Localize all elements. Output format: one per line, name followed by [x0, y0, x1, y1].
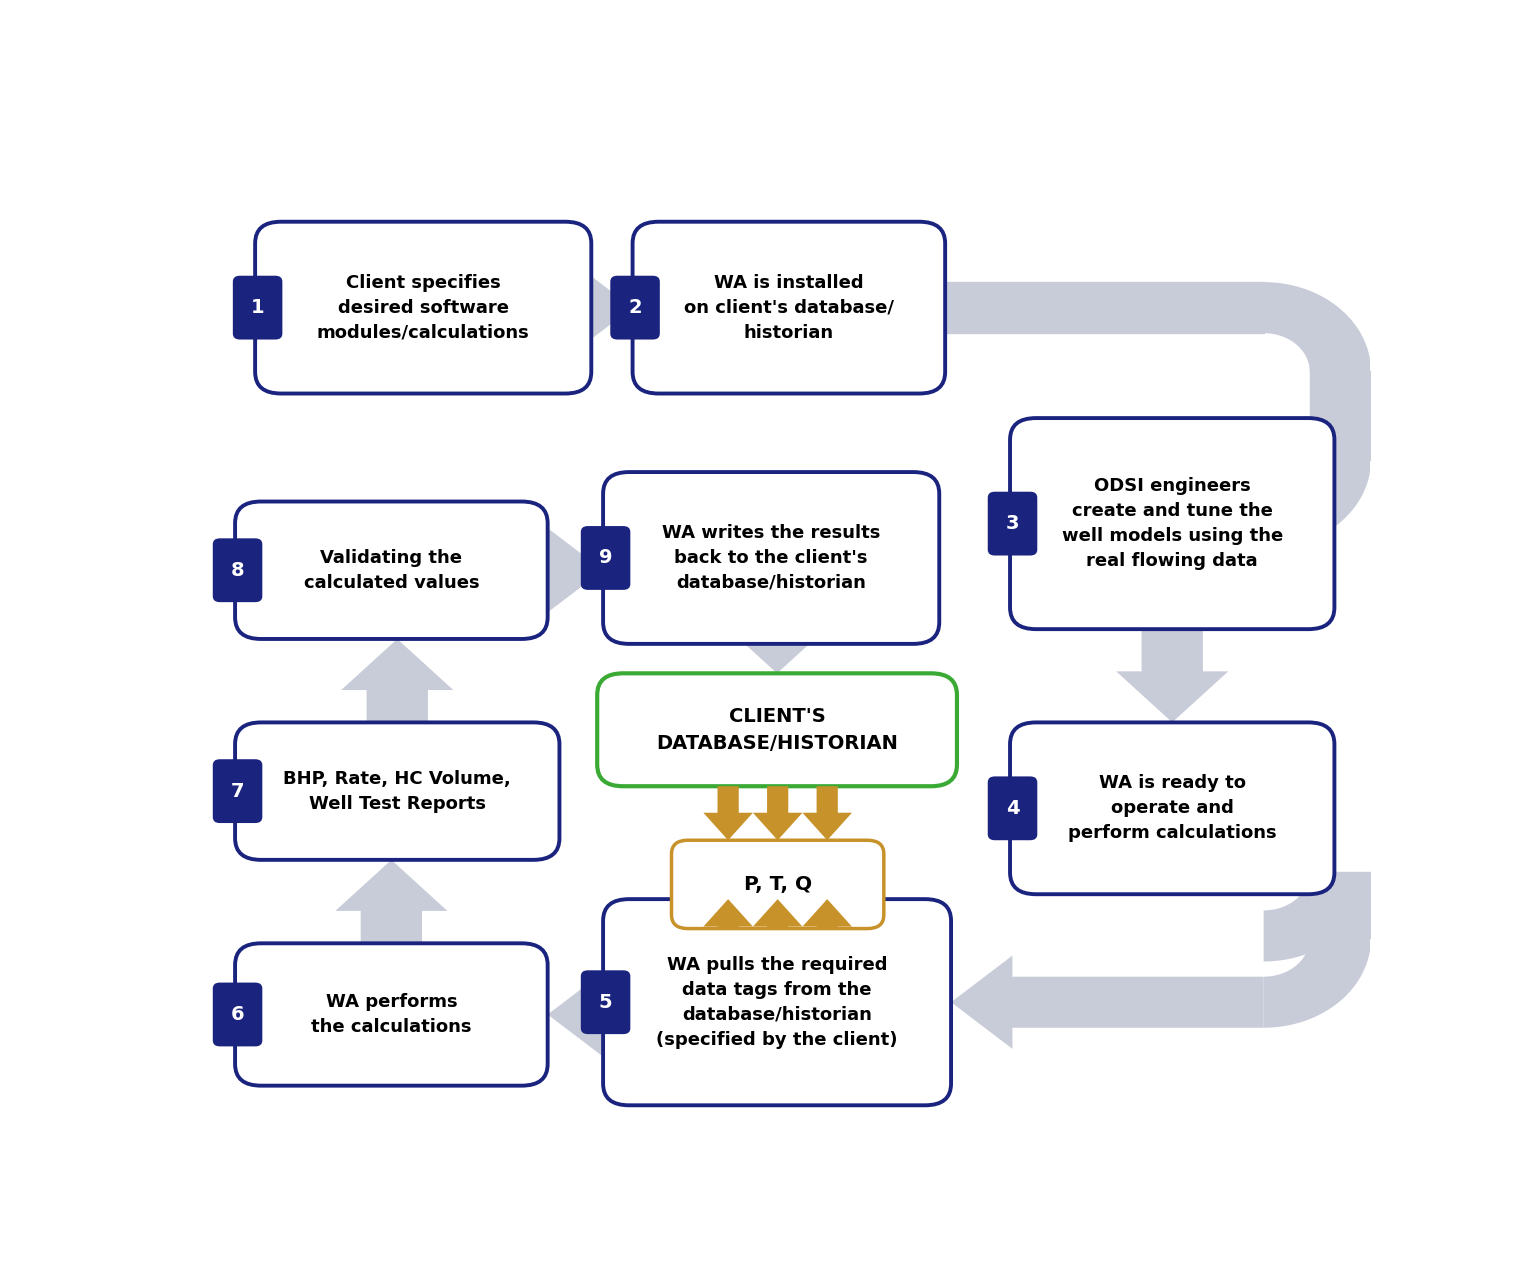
- Polygon shape: [703, 787, 753, 840]
- Text: 2: 2: [629, 298, 642, 317]
- FancyBboxPatch shape: [671, 840, 884, 928]
- Text: Validating the
calculated values: Validating the calculated values: [303, 548, 479, 592]
- FancyBboxPatch shape: [233, 275, 283, 339]
- Text: 5: 5: [598, 993, 612, 1012]
- Polygon shape: [802, 899, 852, 928]
- FancyBboxPatch shape: [234, 723, 560, 859]
- Text: WA writes the results
back to the client's
database/historian: WA writes the results back to the client…: [662, 524, 880, 592]
- Text: P, T, Q: P, T, Q: [744, 875, 811, 894]
- Text: WA is ready to
operate and
perform calculations: WA is ready to operate and perform calcu…: [1068, 774, 1277, 843]
- FancyBboxPatch shape: [234, 944, 548, 1086]
- Polygon shape: [1263, 460, 1371, 550]
- FancyBboxPatch shape: [581, 970, 630, 1034]
- Polygon shape: [335, 859, 447, 944]
- Text: ODSI engineers
create and tune the
well models using the
real flowing data: ODSI engineers create and tune the well …: [1062, 477, 1283, 570]
- FancyBboxPatch shape: [603, 899, 951, 1105]
- Text: 3: 3: [1006, 514, 1020, 533]
- FancyBboxPatch shape: [256, 222, 591, 394]
- FancyBboxPatch shape: [1011, 418, 1335, 629]
- Polygon shape: [703, 899, 753, 928]
- Text: 8: 8: [231, 561, 245, 580]
- Polygon shape: [1116, 629, 1228, 723]
- Polygon shape: [753, 899, 802, 928]
- Polygon shape: [1263, 477, 1335, 570]
- Polygon shape: [1263, 872, 1371, 961]
- Polygon shape: [341, 639, 454, 723]
- Polygon shape: [951, 955, 1263, 1049]
- Text: WA pulls the required
data tags from the
database/historian
(specified by the cl: WA pulls the required data tags from the…: [656, 956, 898, 1049]
- FancyBboxPatch shape: [988, 776, 1038, 840]
- Text: WA performs
the calculations: WA performs the calculations: [310, 993, 472, 1037]
- Text: BHP, Rate, HC Volume,
Well Test Reports: BHP, Rate, HC Volume, Well Test Reports: [283, 770, 511, 812]
- FancyBboxPatch shape: [213, 538, 262, 602]
- Text: 4: 4: [1006, 799, 1020, 817]
- Text: Client specifies
desired software
modules/calculations: Client specifies desired software module…: [317, 274, 530, 342]
- Polygon shape: [802, 787, 852, 840]
- FancyBboxPatch shape: [213, 983, 262, 1047]
- FancyBboxPatch shape: [234, 501, 548, 639]
- Polygon shape: [548, 968, 609, 1061]
- Text: 9: 9: [598, 548, 612, 567]
- Text: 7: 7: [231, 782, 245, 801]
- Polygon shape: [1263, 938, 1371, 1028]
- Text: WA is installed
on client's database/
historian: WA is installed on client's database/ hi…: [683, 274, 893, 342]
- FancyBboxPatch shape: [610, 275, 661, 339]
- Text: 6: 6: [231, 1005, 245, 1024]
- FancyBboxPatch shape: [597, 673, 957, 787]
- Polygon shape: [571, 261, 633, 354]
- Polygon shape: [753, 787, 802, 840]
- Polygon shape: [1263, 282, 1371, 371]
- FancyBboxPatch shape: [1011, 723, 1335, 894]
- Polygon shape: [721, 622, 833, 673]
- Text: 1: 1: [251, 298, 265, 317]
- FancyBboxPatch shape: [581, 527, 630, 590]
- FancyBboxPatch shape: [213, 759, 262, 824]
- FancyBboxPatch shape: [633, 222, 945, 394]
- Text: CLIENT'S
DATABASE/HISTORIAN: CLIENT'S DATABASE/HISTORIAN: [656, 708, 898, 752]
- Polygon shape: [542, 524, 603, 617]
- FancyBboxPatch shape: [603, 472, 939, 644]
- FancyBboxPatch shape: [988, 492, 1038, 556]
